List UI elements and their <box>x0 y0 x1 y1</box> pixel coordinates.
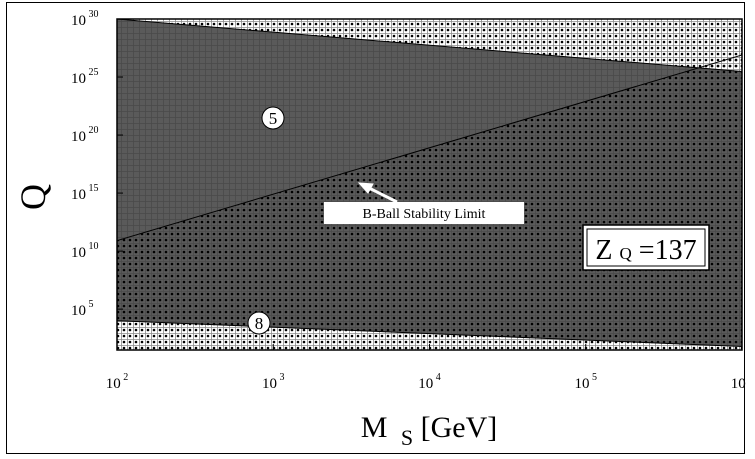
region-label-5: 5 <box>261 106 285 130</box>
stability-limit-annotation: B-Ball Stability Limit <box>324 182 524 224</box>
y-tick-label: 10 25 <box>71 67 99 87</box>
upper-boundary-line <box>117 19 742 72</box>
y-tick-label: 10 20 <box>71 125 99 145</box>
x-axis-title-sub: S <box>401 425 413 450</box>
x-tick-label: 10 2 <box>106 372 129 392</box>
region-layer <box>117 19 742 350</box>
y-tick-label: 10 5 <box>71 299 94 319</box>
zq-box: Z Q =137 <box>582 224 710 271</box>
y-tick-label: 10 30 <box>71 9 99 29</box>
line-layer <box>117 19 742 348</box>
region-label-8-text: 8 <box>255 314 264 333</box>
zq-sub: Q <box>620 244 632 263</box>
chart-svg: 10 2 10 3 10 4 10 5 10 6 10 5 10 10 10 15 10 20… <box>13 9 746 452</box>
stability-limit-label: B-Ball Stability Limit <box>363 207 486 222</box>
stability-limit-line <box>117 54 742 242</box>
y-tick-label: 10 15 <box>71 183 99 203</box>
y-tick-label: 10 10 <box>71 241 99 261</box>
x-tick-label: 10 6 <box>731 372 746 392</box>
y-tick-layer: 10 5 10 10 10 15 10 20 10 25 10 30 <box>71 9 123 319</box>
zq-rest: =137 <box>639 235 697 266</box>
x-tick-layer: 10 2 10 3 10 4 10 5 10 6 <box>106 344 746 392</box>
zq-label: Z Q =137 <box>595 235 696 266</box>
x-axis-title-main: M <box>361 411 388 444</box>
zq-main: Z <box>595 235 612 266</box>
region-dark-grid <box>117 19 742 347</box>
x-axis-title-rest: [GeV] <box>421 411 498 444</box>
x-axis-title: M S [GeV] <box>361 411 498 452</box>
x-tick-label: 10 3 <box>262 372 285 392</box>
region-label-8: 8 <box>247 311 271 335</box>
region-label-5-text: 5 <box>269 109 278 128</box>
lower-boundary-line <box>117 320 742 348</box>
x-tick-label: 10 5 <box>575 372 598 392</box>
figure-frame: 10 2 10 3 10 4 10 5 10 6 10 5 10 10 10 15 10 20… <box>6 2 746 454</box>
y-axis-title: Q <box>13 184 53 210</box>
x-tick-label: 10 4 <box>418 372 441 392</box>
